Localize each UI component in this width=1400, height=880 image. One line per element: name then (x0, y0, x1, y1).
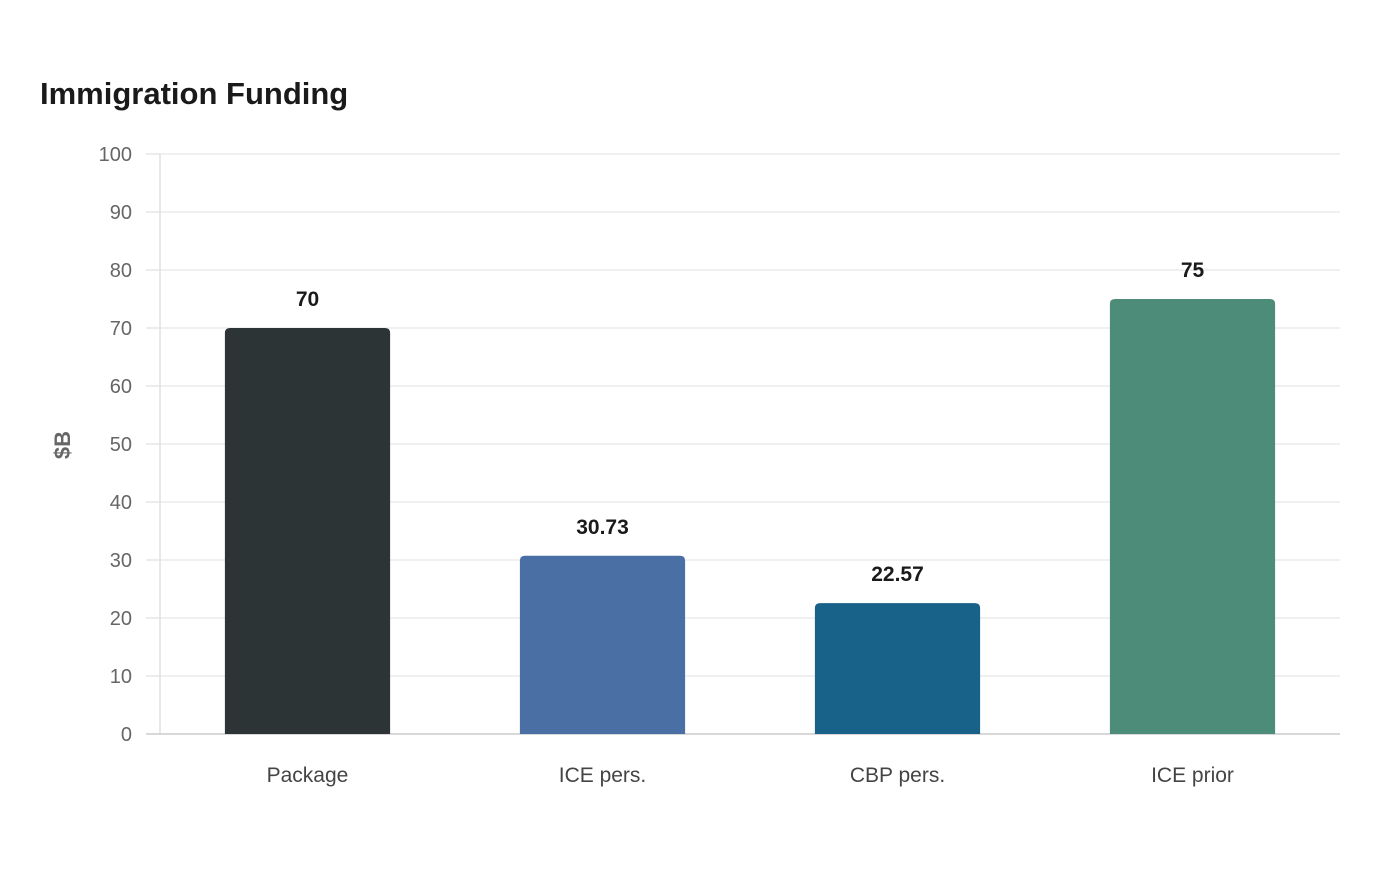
bar-cbp-pers (814, 603, 981, 734)
bar-ice-pers (519, 555, 686, 734)
y-tick-label: 60 (110, 376, 132, 398)
x-tick-label: ICE pers. (559, 764, 647, 787)
data-label: 75 (1181, 259, 1205, 282)
x-tick-label: Package (267, 764, 349, 787)
y-tick-label: 40 (110, 492, 132, 514)
y-axis-title: $B (50, 431, 75, 459)
data-label: 30.73 (576, 516, 629, 539)
bar-ice-prior (1109, 299, 1276, 734)
chart-title: Immigration Funding (40, 76, 349, 111)
y-tick-label: 70 (110, 318, 132, 340)
y-tick-label: 90 (110, 202, 132, 224)
bar-package (224, 328, 391, 734)
y-tick-label: 30 (110, 550, 132, 572)
y-tick-label: 20 (110, 608, 132, 630)
data-label: 70 (296, 288, 319, 311)
y-tick-label: 10 (110, 666, 132, 688)
data-label: 22.57 (871, 563, 924, 586)
y-tick-label: 50 (110, 434, 132, 456)
y-tick-label: 100 (99, 144, 132, 166)
y-tick-label: 0 (121, 724, 132, 746)
labels: 70 Package 30.73 ICE pers. 22.57 CBP pers. 75 I… (267, 259, 1234, 787)
x-tick-label: CBP pers. (850, 764, 945, 787)
y-tick-label: 80 (110, 260, 132, 282)
x-tick-label: ICE prior (1151, 764, 1234, 787)
bars (224, 299, 1276, 734)
